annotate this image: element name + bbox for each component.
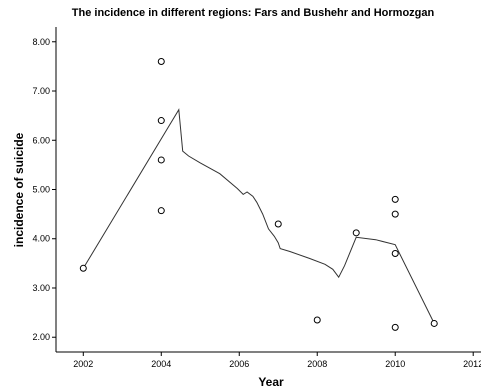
x-tick-label: 2012 bbox=[463, 359, 481, 369]
data-point bbox=[352, 229, 360, 237]
x-axis-ticks: 2002 2004 2006 2008 2010 2012 bbox=[73, 352, 481, 369]
data-point bbox=[157, 57, 165, 65]
y-tick-label: 7.00 bbox=[32, 86, 50, 96]
y-tick-label: 3.00 bbox=[32, 283, 50, 293]
data-point bbox=[157, 117, 165, 125]
x-axis-label: Year bbox=[258, 375, 284, 389]
y-tick-label: 6.00 bbox=[32, 135, 50, 145]
data-points bbox=[79, 57, 438, 331]
chart-title: The incidence in different regions: Fars… bbox=[72, 7, 435, 19]
y-axis-label: incidence of suicide bbox=[12, 132, 26, 247]
data-point bbox=[391, 323, 399, 331]
data-point bbox=[391, 195, 399, 203]
plot-area: 2002 2004 2006 2008 2010 2012 2.00 3.00 4.00 5.0… bbox=[32, 27, 481, 369]
x-tick-label: 2006 bbox=[229, 359, 249, 369]
data-point bbox=[313, 316, 321, 324]
data-point bbox=[79, 264, 87, 272]
y-tick-label: 8.00 bbox=[32, 37, 50, 47]
data-point bbox=[391, 210, 399, 218]
y-tick-label: 2.00 bbox=[32, 332, 50, 342]
y-tick-label: 4.00 bbox=[32, 234, 50, 244]
x-tick-label: 2010 bbox=[385, 359, 405, 369]
data-point bbox=[157, 207, 165, 215]
data-point bbox=[274, 220, 282, 228]
axes bbox=[55, 27, 481, 353]
y-tick-label: 5.00 bbox=[32, 185, 50, 195]
data-point bbox=[430, 319, 438, 327]
y-axis-ticks: 2.00 3.00 4.00 5.00 6.00 7.00 8.00 bbox=[32, 37, 56, 342]
data-point bbox=[157, 156, 165, 164]
data-point bbox=[391, 250, 399, 258]
x-tick-label: 2008 bbox=[307, 359, 327, 369]
x-tick-label: 2002 bbox=[73, 359, 93, 369]
fit-line bbox=[82, 108, 435, 324]
x-tick-label: 2004 bbox=[151, 359, 171, 369]
